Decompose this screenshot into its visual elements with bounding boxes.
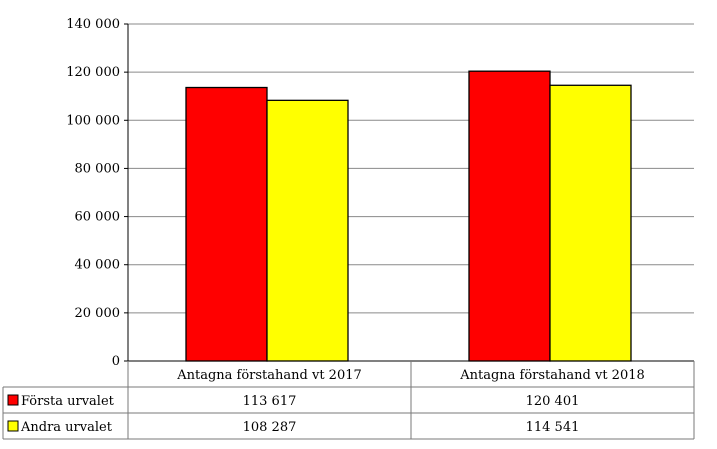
y-tick-label: 0	[112, 354, 120, 369]
legend-label: Andra urvalet	[20, 420, 113, 435]
legend-key	[7, 420, 19, 432]
y-tick-label: 120 000	[66, 65, 120, 80]
y-tick-label: 40 000	[75, 258, 121, 273]
data-label: 108 287	[243, 420, 297, 435]
bar	[549, 84, 632, 362]
y-tick-label: 100 000	[66, 113, 120, 128]
y-tick-label: 20 000	[75, 306, 121, 321]
bar	[266, 99, 349, 362]
y-axis: 0 20 000 40 000 60 000 80 000 100 000 120 000 1…	[66, 17, 129, 369]
data-table: Antagna förstahand vt 2017 Antagna första…	[2, 360, 695, 440]
y-tick-label: 60 000	[75, 210, 121, 225]
data-label: 114 541	[526, 420, 580, 435]
bars	[185, 70, 632, 362]
y-tick-label: 80 000	[75, 161, 121, 176]
y-tick-label: 140 000	[66, 17, 120, 32]
category-label: Antagna förstahand vt 2018	[459, 368, 645, 383]
data-label: 113 617	[243, 394, 297, 409]
category-label: Antagna förstahand vt 2017	[176, 368, 362, 383]
legend-label: Första urvalet	[21, 394, 115, 409]
bar	[468, 70, 551, 362]
bar	[185, 86, 268, 362]
legend-key	[7, 394, 19, 406]
data-label: 120 401	[526, 394, 580, 409]
